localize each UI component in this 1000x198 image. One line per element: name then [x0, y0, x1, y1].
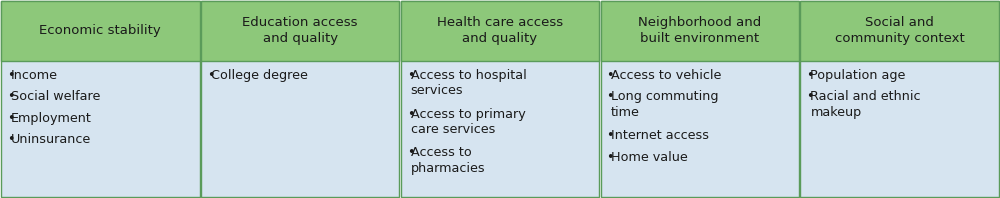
Bar: [601, 1, 799, 197]
Text: Neighborhood and
built environment: Neighborhood and built environment: [638, 16, 762, 45]
Text: •: •: [607, 129, 614, 142]
Text: •: •: [806, 69, 814, 82]
Text: Internet access: Internet access: [611, 129, 709, 142]
Bar: [201, 1, 399, 197]
Bar: [800, 1, 999, 197]
Text: •: •: [607, 151, 614, 164]
Text: Income: Income: [11, 69, 58, 82]
Text: Health care access
and quality: Health care access and quality: [437, 16, 563, 45]
Text: Access to primary
care services: Access to primary care services: [411, 108, 525, 136]
Text: Access to vehicle: Access to vehicle: [611, 69, 721, 82]
Bar: [1, 1, 200, 61]
Text: •: •: [806, 90, 814, 103]
Text: Employment: Employment: [11, 112, 92, 125]
Text: Home value: Home value: [611, 151, 687, 164]
Text: College degree: College degree: [211, 69, 308, 82]
Bar: [401, 1, 599, 61]
Text: Access to hospital
services: Access to hospital services: [411, 69, 526, 97]
Text: Social welfare: Social welfare: [11, 90, 100, 103]
Text: Access to
pharmacies: Access to pharmacies: [411, 146, 485, 175]
Text: •: •: [7, 69, 14, 82]
Text: •: •: [7, 90, 14, 103]
Text: Population age: Population age: [810, 69, 906, 82]
Text: Uninsurance: Uninsurance: [11, 133, 91, 146]
Text: •: •: [607, 90, 614, 103]
Text: •: •: [607, 69, 614, 82]
Bar: [800, 1, 999, 61]
Text: Racial and ethnic
makeup: Racial and ethnic makeup: [810, 90, 921, 119]
Text: Social and
community context: Social and community context: [835, 16, 965, 45]
Text: •: •: [407, 146, 414, 159]
Bar: [601, 1, 799, 61]
Text: Economic stability: Economic stability: [39, 24, 161, 37]
Bar: [1, 1, 200, 197]
Text: Education access
and quality: Education access and quality: [242, 16, 358, 45]
Text: Long commuting
time: Long commuting time: [611, 90, 718, 119]
Bar: [401, 1, 599, 197]
Text: •: •: [407, 69, 414, 82]
Text: •: •: [7, 112, 14, 125]
Bar: [201, 1, 399, 61]
Text: •: •: [207, 69, 214, 82]
Text: •: •: [7, 133, 14, 146]
Text: •: •: [407, 108, 414, 121]
